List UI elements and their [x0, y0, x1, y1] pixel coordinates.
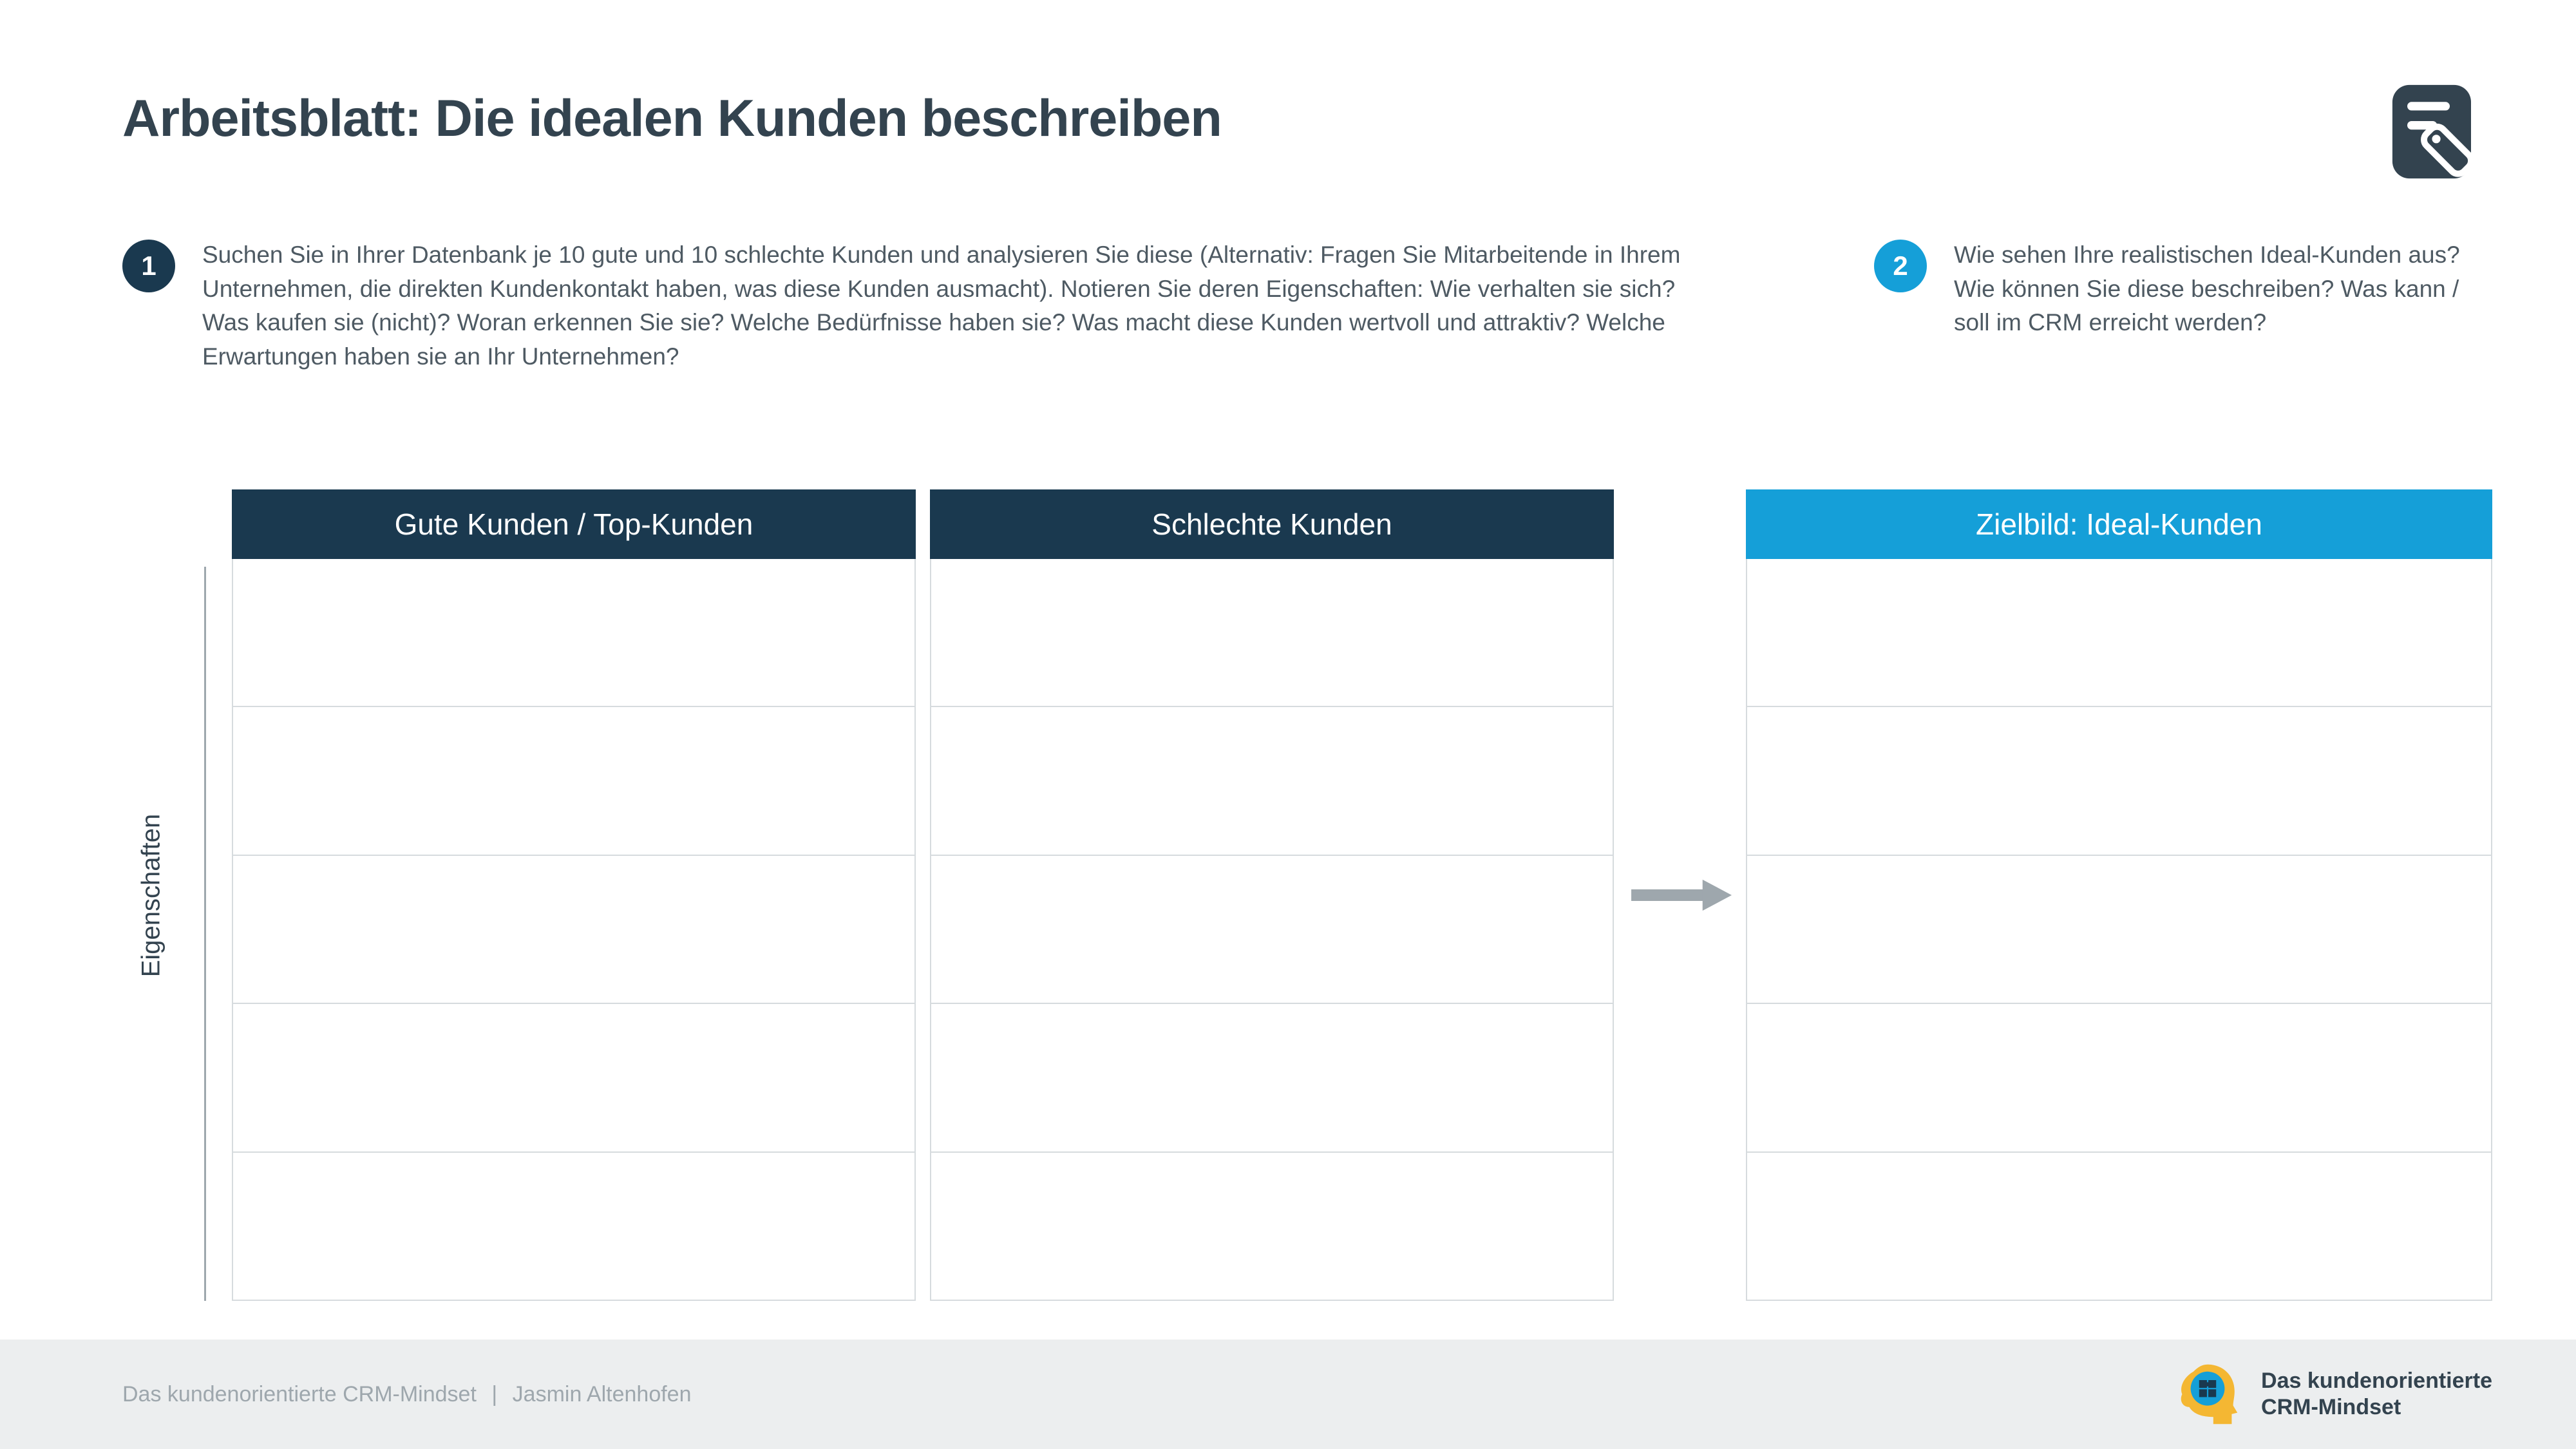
cell[interactable] [233, 559, 914, 706]
cell[interactable] [233, 706, 914, 854]
footer-product: Das kundenorientierte CRM-Mindset [122, 1382, 477, 1406]
cell[interactable] [931, 706, 1613, 854]
footer-logo: Das kundenorientierte CRM-Mindset [2172, 1359, 2492, 1430]
cell[interactable] [233, 1003, 914, 1151]
column-bad-rows [930, 559, 1614, 1301]
cell[interactable] [931, 855, 1613, 1003]
footer-logo-line1: Das kundenorientierte [2261, 1368, 2492, 1394]
cell[interactable] [931, 1151, 1613, 1300]
cell[interactable] [233, 1151, 914, 1300]
cell[interactable] [233, 855, 914, 1003]
slide: Arbeitsblatt: Die idealen Kunden beschre… [0, 0, 2576, 1449]
column-ideal-header: Zielbild: Ideal-Kunden [1746, 489, 2492, 559]
step-badge-2: 2 [1874, 240, 1927, 292]
footer-separator: | [491, 1382, 497, 1406]
side-label-text: Eigenschaften [137, 813, 166, 977]
worksheet: Eigenschaften Gute Kunden / Top-Kunden [122, 489, 2492, 1301]
cell[interactable] [1747, 1003, 2491, 1151]
step-1: 1 Suchen Sie in Ihrer Datenbank je 10 gu… [122, 238, 1719, 374]
cell[interactable] [1747, 855, 2491, 1003]
column-good: Gute Kunden / Top-Kunden [232, 489, 916, 1301]
cell[interactable] [1747, 559, 2491, 706]
step-row: 1 Suchen Sie in Ihrer Datenbank je 10 gu… [122, 238, 2492, 374]
footer: Das kundenorientierte CRM-Mindset | Jasm… [0, 1340, 2576, 1449]
arrow-right-icon [1628, 876, 1732, 914]
content-area: Arbeitsblatt: Die idealen Kunden beschre… [122, 90, 2492, 1301]
column-bad: Schlechte Kunden [930, 489, 1614, 1301]
cell[interactable] [1747, 706, 2491, 854]
footer-text: Das kundenorientierte CRM-Mindset | Jasm… [122, 1382, 692, 1407]
cell[interactable] [931, 1003, 1613, 1151]
step-1-text: Suchen Sie in Ihrer Datenbank je 10 gute… [202, 238, 1719, 374]
side-label-wrap: Eigenschaften [122, 489, 206, 1301]
head-puzzle-icon [2172, 1359, 2243, 1430]
step-badge-1: 1 [122, 240, 175, 292]
column-good-rows [232, 559, 916, 1301]
side-label: Eigenschaften [122, 489, 180, 1301]
cell[interactable] [1747, 1151, 2491, 1300]
side-label-rule [204, 567, 206, 1301]
column-ideal-rows [1746, 559, 2492, 1301]
page-title: Arbeitsblatt: Die idealen Kunden beschre… [122, 90, 2492, 147]
cell[interactable] [931, 559, 1613, 706]
footer-logo-text: Das kundenorientierte CRM-Mindset [2261, 1368, 2492, 1421]
footer-logo-line2: CRM-Mindset [2261, 1394, 2492, 1421]
column-good-header: Gute Kunden / Top-Kunden [232, 489, 916, 559]
arrow-gap [1614, 489, 1746, 1301]
columns: Gute Kunden / Top-Kunden Schlechte Kunde… [206, 489, 2492, 1301]
step-2-text: Wie sehen Ihre realistischen Ideal-Kunde… [1954, 238, 2492, 374]
step-2: 2 Wie sehen Ihre realistischen Ideal-Kun… [1874, 238, 2492, 374]
column-bad-header: Schlechte Kunden [930, 489, 1614, 559]
edit-notepad-icon [2386, 79, 2492, 185]
footer-author: Jasmin Altenhofen [513, 1382, 692, 1406]
column-ideal: Zielbild: Ideal-Kunden [1746, 489, 2492, 1301]
